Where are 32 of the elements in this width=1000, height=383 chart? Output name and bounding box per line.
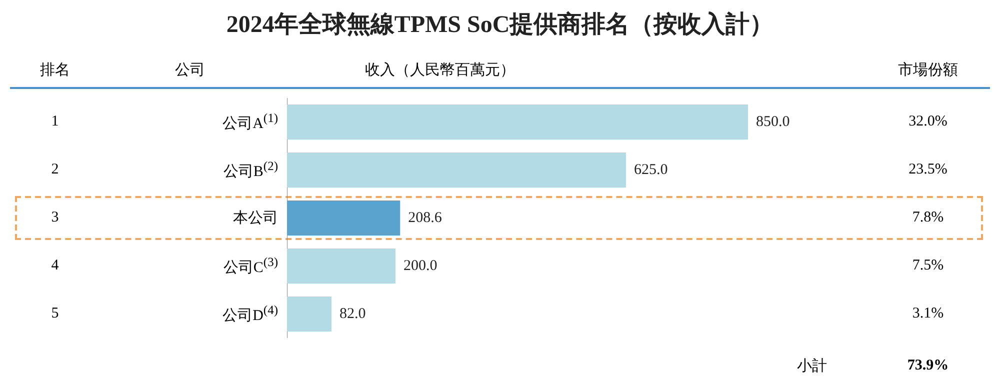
text: 1 [51, 114, 59, 130]
y-tick-label: 本公司 [233, 209, 278, 228]
text: 排名 [40, 60, 70, 80]
y-tick-label: 公司B$^{(2)}$ [223, 159, 278, 181]
data-label: 850.0 [756, 114, 790, 130]
text: 32.0% [908, 114, 948, 130]
text: 5 [51, 306, 59, 322]
y-axis-title: 公司 [175, 60, 205, 80]
text: 7.8% [912, 210, 944, 226]
y-tick-label: 公司A$^{(1)}$ [222, 111, 278, 133]
text: 市場份額 [898, 60, 958, 80]
bar [287, 296, 332, 332]
bar [287, 104, 748, 140]
text: 73.9% [907, 358, 949, 374]
data-label: 82.0 [339, 306, 366, 322]
text: 23.5% [908, 162, 948, 178]
data-label: 625.0 [634, 162, 668, 178]
text: 小計 [797, 356, 827, 376]
y-tick-label: 公司C$^{(3)}$ [223, 255, 278, 277]
bar [287, 200, 400, 236]
text: 3 [51, 210, 59, 226]
y-tick-label: 公司D$^{(4)}$ [222, 303, 278, 325]
data-label: 208.6 [408, 210, 442, 226]
x-axis-title: 收入（人民幣百萬元） [365, 60, 515, 80]
bar [287, 152, 626, 188]
chart-title: 2024年全球無線TPMS SoC提供商排名（按收入計） [225, 10, 775, 40]
text: 2 [51, 162, 59, 178]
text: 4 [51, 258, 59, 274]
text: 3.1% [912, 306, 944, 322]
text: 7.5% [912, 258, 944, 274]
data-label: 200.0 [403, 258, 438, 274]
bar [287, 248, 396, 284]
